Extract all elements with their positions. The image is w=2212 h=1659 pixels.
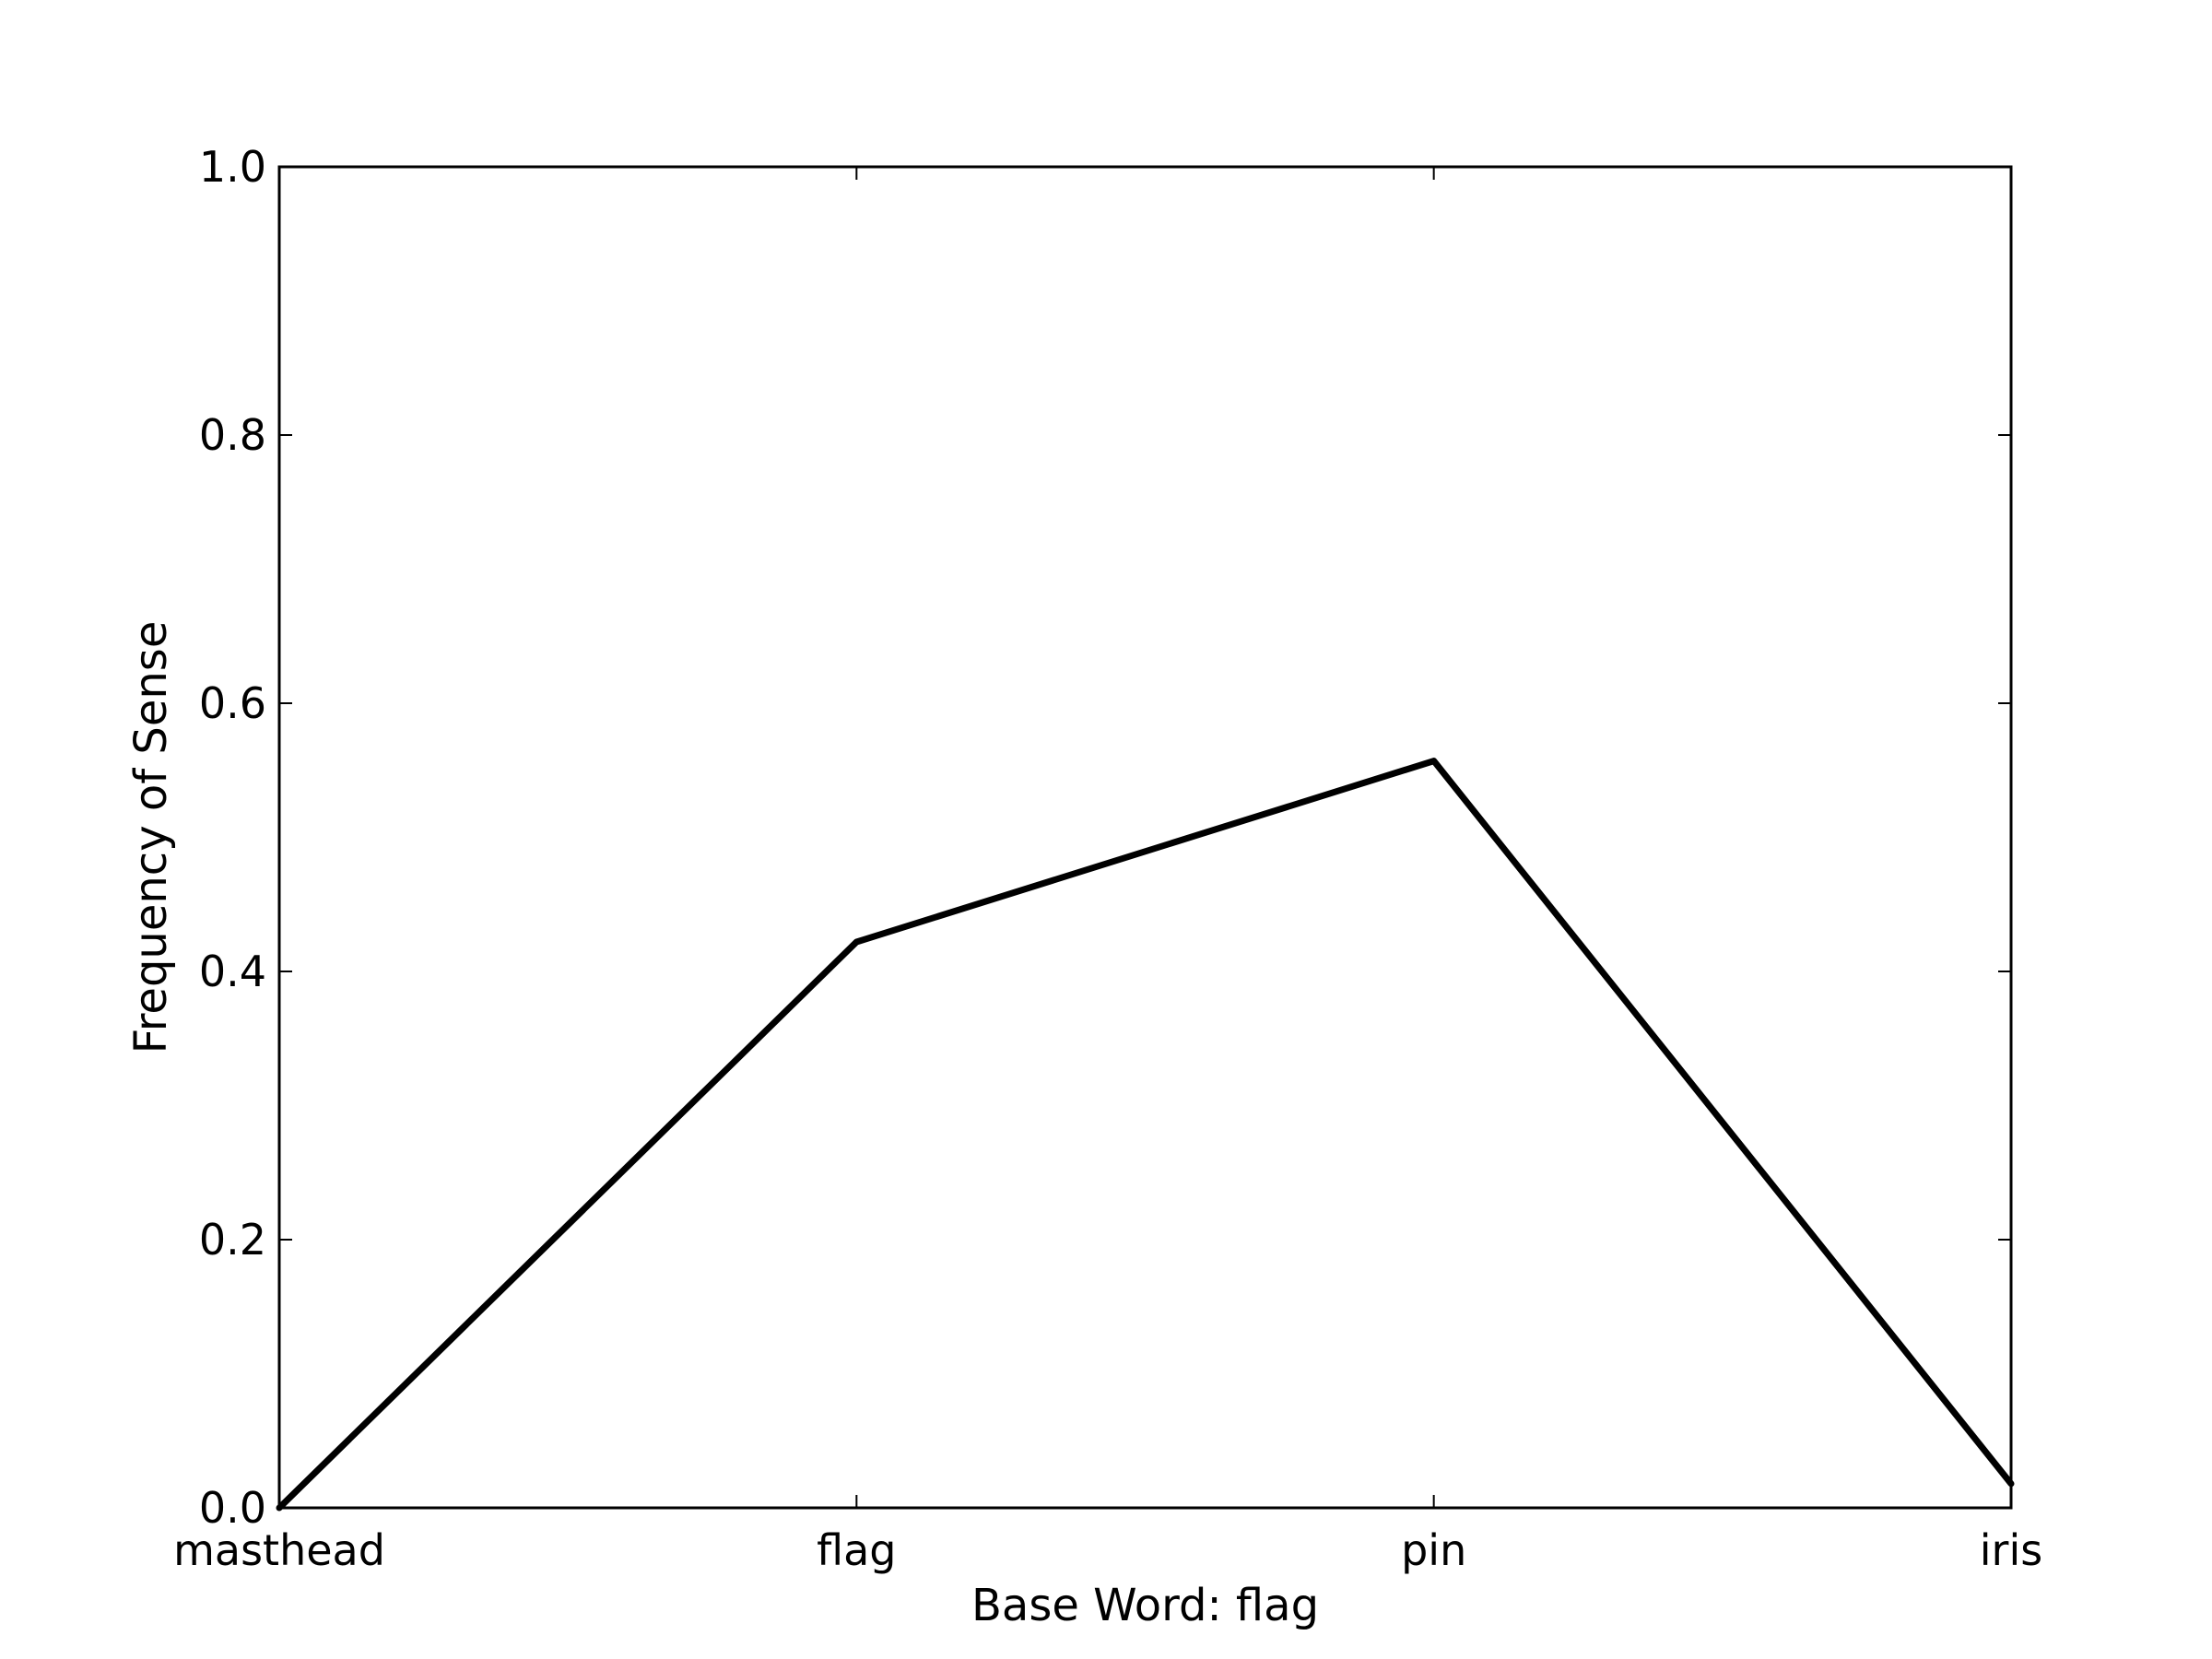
x-tick-label: pin (1401, 1525, 1466, 1575)
y-tick-label: 0.0 (199, 1483, 266, 1533)
y-tick-label: 0.4 (199, 947, 266, 996)
y-axis: 0.0 0.2 0.4 0.6 0.8 1.0 (199, 142, 2011, 1533)
plot-area (277, 165, 2013, 1510)
series-layer (276, 758, 2015, 1512)
x-tick-label: masthead (173, 1525, 385, 1575)
y-tick-label: 1.0 (199, 142, 266, 192)
x-axis-label: Base Word: flag (971, 1580, 1319, 1631)
x-tick-label: flag (817, 1525, 896, 1575)
x-axis: masthead flag pin iris (173, 167, 2042, 1575)
x-tick-label: iris (1980, 1525, 2042, 1575)
y-tick-label: 0.6 (199, 678, 266, 728)
series-line (276, 758, 2015, 1512)
plot-frame (277, 165, 2013, 1510)
y-axis-label: Frequency of Sense (125, 621, 177, 1054)
y-tick-label: 0.8 (199, 410, 266, 460)
y-tick-label: 0.2 (199, 1215, 266, 1265)
